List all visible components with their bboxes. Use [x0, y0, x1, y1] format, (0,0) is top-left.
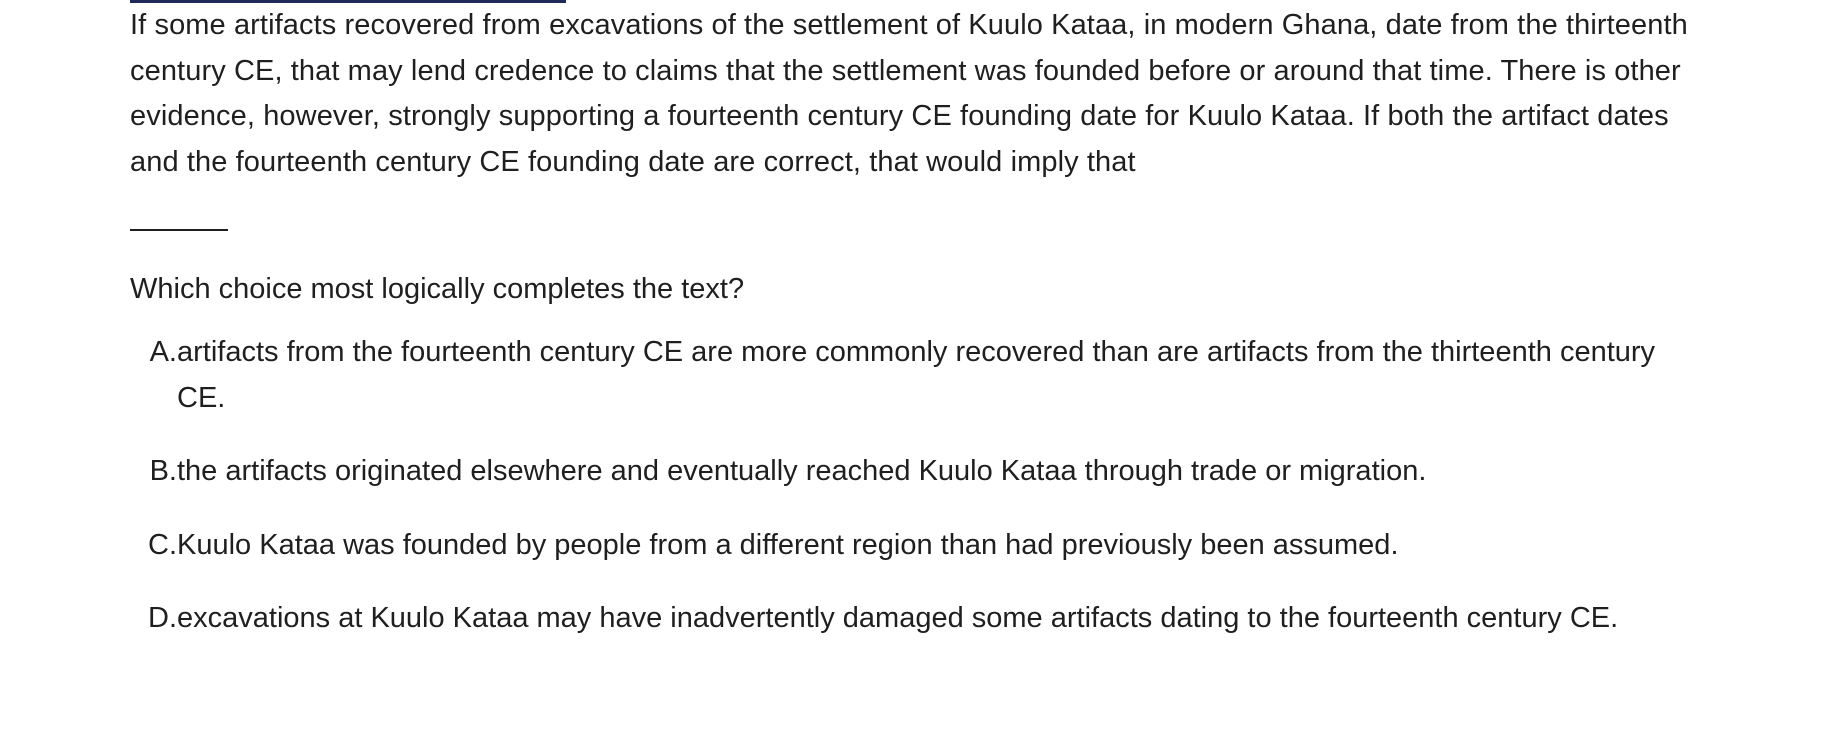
choice-letter: A. — [149, 336, 177, 368]
choice-c[interactable]: C. Kuulo Kataa was founded by people fro… — [130, 523, 1710, 569]
choice-letter: C. — [148, 528, 177, 561]
answer-blank — [130, 187, 228, 231]
choice-text: the artifacts originated elsewhere and e… — [177, 455, 1427, 487]
passage-text: If some artifacts recovered from excavat… — [130, 9, 1688, 178]
choice-letter: D. — [148, 602, 177, 634]
choice-b[interactable]: B. the artifacts originated elsewhere an… — [130, 449, 1710, 495]
choice-text: Kuulo Kataa was founded by people from a… — [177, 528, 1399, 561]
choice-a[interactable]: A. artifacts from the fourteenth century… — [130, 330, 1710, 421]
choice-text: artifacts from the fourteenth century CE… — [177, 336, 1656, 414]
choice-text: excavations at Kuulo Kataa may have inad… — [177, 602, 1619, 634]
question-container: If some artifacts recovered from excavat… — [130, 0, 1710, 670]
answer-choices: A. artifacts from the fourteenth century… — [130, 330, 1710, 642]
choice-d[interactable]: D. excavations at Kuulo Kataa may have i… — [130, 596, 1710, 642]
top-divider — [130, 0, 566, 3]
question-prompt: Which choice most logically completes th… — [130, 273, 745, 305]
choice-letter: B. — [149, 455, 177, 487]
